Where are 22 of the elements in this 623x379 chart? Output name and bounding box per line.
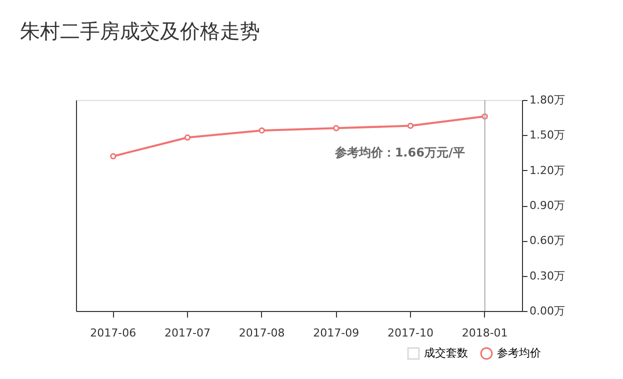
x-tick-label: 2017-07 — [164, 326, 210, 340]
x-tick-label: 2017-08 — [238, 326, 285, 340]
point — [407, 122, 414, 129]
x-tick-label: 2018-01 — [462, 326, 508, 340]
point — [110, 153, 116, 160]
y2-tick-label: 1.20万 — [530, 164, 565, 177]
y2-tick-label: 0.90万 — [530, 199, 565, 212]
point — [333, 125, 340, 132]
y2-tick-label: 0.60万 — [530, 234, 565, 248]
x-tick-label: 2017-09 — [313, 326, 360, 340]
y2-tick-label: 0.30万 — [530, 269, 565, 282]
annotation: 参考均价：1.66万元/平 — [334, 145, 465, 160]
x-tick-label: 2017-10 — [388, 326, 434, 340]
legend-label: 参考均价 — [497, 346, 541, 360]
x-tick-label: 2017-06 — [90, 326, 136, 340]
y2-tick-label: 1.80万 — [530, 94, 565, 106]
point — [184, 134, 191, 141]
y2-tick-label: 1.50万 — [530, 128, 565, 142]
y2-tick-label: 0.00万 — [530, 304, 565, 318]
point — [258, 127, 265, 134]
chart-title: 朱村二手房成交及价格走势 — [20, 19, 260, 43]
legend-label: 成交套数 — [424, 346, 468, 360]
